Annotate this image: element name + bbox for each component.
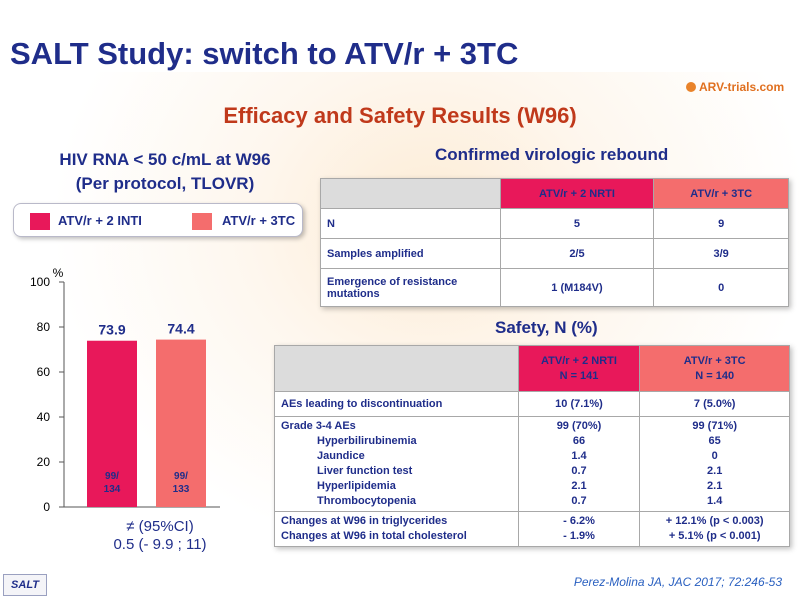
header-cell-3tc: ATV/r + 3TC — [653, 178, 789, 209]
bar-value-label: 74.4 — [167, 321, 194, 337]
row-value: + 12.1% (p < 0.003) — [665, 515, 764, 527]
row-label: Hyperbilirubinemia — [317, 435, 417, 447]
row-label: N — [320, 208, 501, 239]
header-cell-empty — [320, 178, 501, 209]
legend-label-atv-2inti: ATV/r + 2 INTI — [58, 213, 142, 228]
efficacy-title-line1: HIV RNA < 50 c/mL at W96 — [59, 150, 271, 169]
salt-badge: SALT — [3, 574, 47, 596]
bar-inner-label: 99/ — [105, 471, 119, 482]
table-header-row: ATV/r + 2 NRTI ATV/r + 3TC — [320, 178, 789, 209]
header-cell-empty — [274, 345, 519, 392]
row-value: 9 — [653, 208, 789, 239]
row-value: 2/5 — [499, 238, 655, 269]
row-label: Grade 3-4 AEs — [281, 420, 356, 432]
table-row: N 5 9 — [320, 208, 789, 239]
ci-label: ≠ (95%CI) — [126, 518, 194, 535]
y-tick-label: 60 — [37, 365, 51, 379]
row-value: 7 (5.0%) — [639, 391, 790, 417]
header-cell-2nrti: ATV/r + 2 NRTI — [499, 178, 655, 209]
table-row: Changes at W96 in triglycerides Changes … — [274, 511, 790, 547]
header-cell-2nrti: ATV/r + 2 NRTI N = 141 — [517, 345, 641, 392]
ci-value: 0.5 (- 9.9 ; 11) — [113, 536, 207, 553]
y-tick-label: 100 — [30, 275, 50, 289]
row-value: 2.1 — [707, 480, 723, 492]
header-3tc-line2: N = 140 — [695, 369, 735, 382]
row-value: 1.4 — [707, 495, 723, 507]
row-value: 99 (70%) — [556, 420, 602, 432]
y-tick-label: 20 — [37, 455, 51, 469]
header-2nrti-line1: ATV/r + 2 NRTI — [541, 354, 617, 367]
row-label: AEs leading to discontinuation — [274, 391, 519, 417]
row-label: Jaundice — [317, 450, 365, 462]
section-subtitle: Efficacy and Safety Results (W96) — [223, 103, 577, 128]
row-value: - 6.2% — [563, 515, 595, 527]
confidence-interval: ≠ (95%CI) 0.5 (- 9.9 ; 11) — [60, 518, 260, 554]
row-label: Thrombocytopenia — [317, 495, 417, 507]
row-value: + 5.1% (p < 0.001) — [668, 530, 761, 542]
row-value: 0 — [711, 450, 718, 462]
bar-value-label: 73.9 — [98, 322, 125, 338]
table-row: AEs leading to discontinuation 10 (7.1%)… — [274, 391, 790, 417]
row-value: 10 (7.1%) — [517, 391, 641, 417]
header-3tc-line1: ATV/r + 3TC — [683, 354, 746, 367]
grade-values-3tc: 99 (71%) 65 0 2.1 2.1 1.4 — [639, 416, 790, 512]
legend-swatch-atv-2inti — [30, 213, 50, 230]
bar-inner-label: 134 — [104, 484, 121, 495]
y-tick-label: 80 — [37, 320, 51, 334]
row-value: 2.1 — [707, 465, 723, 477]
bar-inner-label: 99/ — [174, 471, 188, 482]
row-value: - 1.9% — [563, 530, 595, 542]
y-tick-label: 0 — [43, 500, 50, 514]
row-value: 65 — [708, 435, 721, 447]
row-value: 0 — [653, 268, 789, 307]
chart-legend: ATV/r + 2 INTI ATV/r + 3TC — [13, 203, 303, 237]
changes-labels-cell: Changes at W96 in triglycerides Changes … — [274, 511, 519, 547]
row-value: 0.7 — [571, 465, 587, 477]
row-value: 3/9 — [653, 238, 789, 269]
grade-labels-cell: Grade 3-4 AEs Hyperbilirubinemia Jaundic… — [274, 416, 519, 512]
row-value: 2.1 — [571, 480, 587, 492]
header-2nrti-line2: N = 141 — [559, 369, 599, 382]
table-row: Samples amplified 2/5 3/9 — [320, 238, 789, 269]
row-value: 99 (71%) — [692, 420, 737, 432]
y-axis-unit-label: % — [53, 266, 64, 280]
logo-text: ARV-trials.com — [699, 80, 785, 94]
virologic-table: ATV/r + 2 NRTI ATV/r + 3TC N 5 9 Samples… — [320, 178, 789, 307]
table-row: Emergence of resistance mutations 1 (M18… — [320, 268, 789, 307]
y-tick-label: 40 — [37, 410, 51, 424]
page-title: SALT Study: switch to ATV/r + 3TC — [10, 36, 519, 71]
arv-trials-logo: ARV-trials.com — [686, 80, 784, 94]
citation: Perez-Molina JA, JAC 2017; 72:246-53 — [573, 575, 782, 589]
row-label: Changes at W96 in triglycerides — [281, 515, 448, 527]
row-value: 1.4 — [571, 450, 587, 462]
virologic-title: Confirmed virologic rebound — [435, 145, 669, 164]
grade-values-2nrti: 99 (70%) 66 1.4 0.7 2.1 0.7 — [517, 416, 641, 512]
efficacy-title: HIV RNA < 50 c/mL at W96 (Per protocol, … — [20, 148, 310, 196]
safety-title: Safety, N (%) — [495, 318, 598, 337]
row-value: 0.7 — [571, 495, 587, 507]
row-label: Hyperlipidemia — [317, 480, 396, 492]
row-value: 66 — [572, 435, 586, 447]
table-header-row: ATV/r + 2 NRTI N = 141 ATV/r + 3TC N = 1… — [274, 345, 790, 392]
changes-values-3tc: + 12.1% (p < 0.003) + 5.1% (p < 0.001) — [639, 511, 790, 547]
legend-label-atv-3tc: ATV/r + 3TC — [222, 213, 296, 228]
row-label: Samples amplified — [320, 238, 501, 269]
row-label: Changes at W96 in total cholesterol — [281, 530, 467, 542]
safety-table: ATV/r + 2 NRTI N = 141 ATV/r + 3TC N = 1… — [274, 345, 790, 547]
logo-dot-icon — [686, 82, 696, 92]
efficacy-bar-chart: 0 20 40 60 80 100% 73.9 99/134 74.4 99/133 — [30, 266, 220, 514]
changes-values-2nrti: - 6.2% - 1.9% — [517, 511, 641, 547]
bar-1 — [87, 340, 137, 507]
table-row: Grade 3-4 AEs Hyperbilirubinemia Jaundic… — [274, 416, 790, 512]
efficacy-title-line2: (Per protocol, TLOVR) — [75, 174, 255, 193]
legend-swatch-atv-3tc — [192, 213, 212, 230]
header-cell-3tc: ATV/r + 3TC N = 140 — [639, 345, 790, 392]
bar-inner-label: 133 — [173, 484, 190, 495]
bar-2 — [156, 339, 206, 507]
row-label: Emergence of resistance mutations — [320, 268, 501, 307]
row-value: 5 — [499, 208, 655, 239]
row-label: Liver function test — [317, 465, 413, 477]
row-value: 1 (M184V) — [499, 268, 655, 307]
